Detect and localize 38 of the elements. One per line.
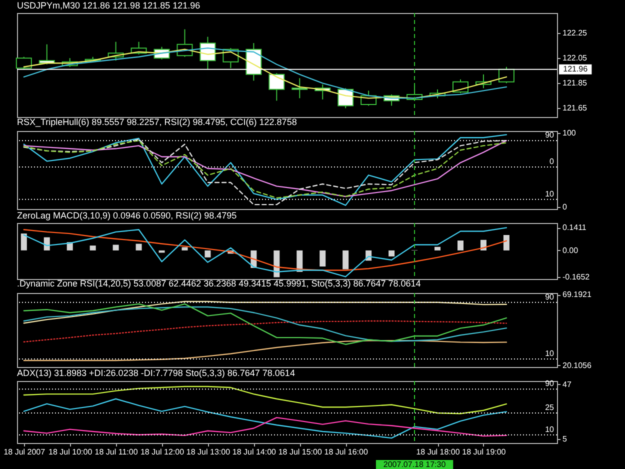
x-tick-label: 18 Jul 14:00: [232, 448, 277, 456]
x-tick-label: 18 Jul 10:00: [48, 448, 93, 456]
y-tick-label: 47: [562, 380, 572, 389]
y-tick-label: 0: [562, 202, 568, 212]
ref-line-label: 10: [545, 424, 555, 434]
x-tick-label: 18 Jul 18:00: [416, 448, 460, 456]
ref-line-label: 10: [545, 189, 555, 198]
chart-title: ZeroLag MACD(3,10,9) 0.0946 0.0590, RSI(2) 98.4795: [17, 210, 237, 220]
chart-title: .Dynamic Zone RSI(14,20,5) 53.0087 62.4462 36.2368 49.3415 45.9991, Sto(5,3,3) 86.7647 78.0614: [17, 278, 421, 289]
annotation: 0: [550, 157, 555, 166]
y-tick-label: 0.1411: [562, 223, 587, 232]
y-tick-label: 100: [562, 128, 576, 138]
y-tick-label: 121.65: [562, 104, 588, 113]
x-tick-label: 18 Jul 16:00: [324, 448, 368, 456]
y-tick-label: 122.25: [562, 28, 588, 38]
ref-line-label: 10: [545, 349, 555, 358]
ref-line-label: 121.96: [563, 64, 588, 74]
x-tick-label: 18 Jul 15:00: [278, 448, 322, 456]
y-tick-label: 5: [562, 434, 568, 444]
x-tick-label: 18 Jul 2007: [4, 448, 46, 456]
ref-line-label: 2007.07.18 17:30: [383, 460, 446, 469]
y-tick-label: -0.1652: [562, 272, 590, 282]
ref-line-label: 90: [545, 379, 555, 388]
y-tick-label: 122.05: [562, 54, 588, 63]
y-tick-label: 20.1056: [562, 360, 592, 370]
ref-line-label: 25: [545, 402, 555, 412]
x-tick-label: 18 Jul 12:00: [140, 448, 185, 456]
x-tick-label: 18 Jul 13:00: [186, 448, 231, 456]
y-tick-label: 121.85: [562, 78, 588, 88]
ref-line-label: 90: [545, 292, 555, 302]
chart-title: ADX(13) 31.8983 +DI:26.0238 -DI:7.7798 Sto(5,3,3) 86.7647 78.0614: [17, 368, 295, 378]
y-tick-label: 0.00: [562, 246, 579, 255]
x-tick-label: 18 Jul 19:00: [462, 448, 506, 456]
ref-line-label: 90: [545, 130, 555, 140]
x-tick-label: 18 Jul 11:00: [94, 448, 138, 456]
chart-title: USDJPYm,M30 121.86 121.98 121.85 121.96: [17, 0, 200, 10]
y-tick-label: 69.1921: [562, 290, 592, 300]
chart-title: RSX_TripleHull(6) 89.5557 98.2257, RSI(2) 98.4795, CCI(6) 122.8758: [17, 117, 297, 128]
